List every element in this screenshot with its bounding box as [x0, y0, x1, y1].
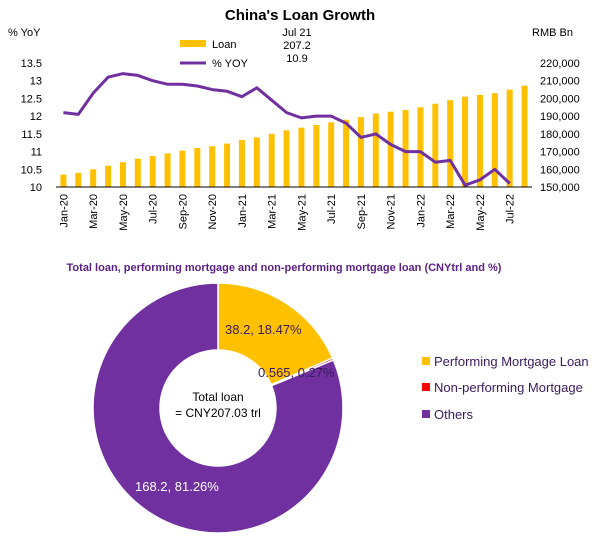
donut-slice [92, 282, 344, 534]
loan-bar [432, 103, 439, 187]
loan-bar [402, 109, 409, 187]
loan-bar [75, 172, 82, 187]
right-tick-label: 160,000 [540, 164, 580, 176]
loan-bar [134, 158, 141, 187]
loan-bar [417, 107, 424, 187]
loan-bar [476, 94, 483, 187]
x-tick-label: Jul-22 [505, 194, 517, 224]
x-tick-label: May-22 [475, 194, 487, 231]
loan-bar [357, 117, 364, 187]
legend-yoy-label: % YOY [212, 58, 249, 70]
x-tick-label: Jan-22 [415, 194, 427, 228]
legend-loan-swatch [180, 40, 206, 47]
donut-slice [217, 282, 334, 386]
legend-performing-label: Performing Mortgage Loan [434, 354, 589, 369]
legend-others-swatch [422, 410, 430, 418]
left-tick-label: 12.5 [21, 93, 42, 105]
x-tick-label: Jan-20 [58, 194, 70, 228]
x-tick-label: Nov-21 [386, 194, 398, 229]
right-axis-ticks: 220,000 210,000 200,000 190,000 180,000 170,0… [540, 58, 580, 194]
loan-bar [164, 153, 171, 187]
loan-bar [224, 143, 231, 187]
slice-label-nonperforming: 0.565, 0.27% [258, 365, 335, 380]
left-tick-label: 10 [30, 182, 42, 194]
x-tick-label: Mar-22 [445, 194, 457, 229]
yoy-line [63, 72, 511, 187]
x-tick-label: Mar-21 [267, 194, 279, 229]
x-tick-label: Sep-20 [177, 194, 189, 229]
x-tick-label: Nov-20 [207, 194, 219, 229]
right-axis-label: RMB Bn [532, 27, 573, 39]
loan-bar [283, 130, 290, 187]
legend-others-label: Others [434, 407, 474, 422]
annotation-yoy: 10.9 [286, 53, 307, 65]
loan-bar [447, 100, 454, 187]
left-tick-label: 13.5 [21, 58, 42, 70]
slice-label-performing: 38.2, 18.47% [225, 322, 302, 337]
right-tick-label: 170,000 [540, 147, 580, 159]
right-tick-label: 210,000 [540, 76, 580, 88]
legend-loan-label: Loan [212, 39, 236, 51]
right-tick-label: 180,000 [540, 129, 580, 141]
loan-bar [119, 162, 126, 187]
slice-label-others: 168.2, 81.26% [135, 479, 219, 494]
left-axis-ticks: 13.5 13 12.5 12 11.5 11 10.5 10 [21, 58, 42, 194]
annotation-date: Jul 21 [282, 27, 311, 39]
left-tick-label: 11.5 [21, 129, 42, 141]
x-axis-labels: Jan-20 Mar-20 May-20 Jul-20 Sep-20 Nov-20 Jan-… [58, 194, 516, 231]
loan-bar [238, 140, 245, 187]
donut-center-line2: = CNY207.03 trl [175, 406, 261, 420]
left-tick-label: 13 [30, 76, 42, 88]
right-tick-label: 220,000 [540, 58, 580, 70]
loan-bar [521, 85, 528, 187]
x-tick-label: Jul-21 [326, 194, 338, 224]
x-tick-label: May-20 [118, 194, 130, 231]
loan-bar [506, 89, 513, 187]
left-tick-label: 12 [30, 111, 42, 123]
loan-bar [105, 165, 112, 187]
legend-nonperforming-label: Non-performing Mortgage [434, 380, 583, 395]
x-tick-label: Jan-21 [237, 194, 249, 228]
x-tick-label: Jul-20 [148, 194, 160, 224]
x-tick-label: May-21 [296, 194, 308, 231]
x-tick-label: Mar-20 [88, 194, 100, 229]
loan-bar [298, 127, 305, 187]
left-axis-label: % YoY [8, 27, 41, 39]
legend-nonperforming-swatch [422, 383, 430, 391]
loan-bar [387, 111, 394, 187]
donut-center-line1: Total loan [192, 390, 243, 404]
loan-bar [179, 150, 186, 187]
loan-bar [60, 174, 67, 187]
legend-performing-swatch [422, 357, 430, 365]
left-tick-label: 10.5 [21, 164, 42, 176]
pie-chart-title: Total loan, performing mortgage and non-… [67, 262, 502, 274]
x-tick-label: Sep-21 [356, 194, 368, 229]
line-chart-title: China's Loan Growth [225, 7, 375, 24]
right-tick-label: 190,000 [540, 111, 580, 123]
donut-chart [92, 282, 344, 534]
loan-bar [491, 93, 498, 187]
loan-bars [60, 85, 528, 187]
left-tick-label: 11 [31, 147, 42, 159]
loan-bar [149, 156, 156, 187]
loan-bar [194, 148, 201, 187]
loan-bar [328, 122, 335, 187]
loan-bar [343, 119, 350, 187]
annotation-loan: 207.2 [283, 40, 311, 52]
loan-bar [268, 133, 275, 187]
right-tick-label: 150,000 [540, 182, 580, 194]
loan-bar [313, 125, 320, 187]
loan-bar [462, 96, 469, 187]
loan-bar [253, 137, 260, 187]
loan-bar [209, 146, 216, 187]
right-tick-label: 200,000 [540, 93, 580, 105]
loan-bar [90, 169, 97, 187]
loan-bar [372, 113, 379, 187]
